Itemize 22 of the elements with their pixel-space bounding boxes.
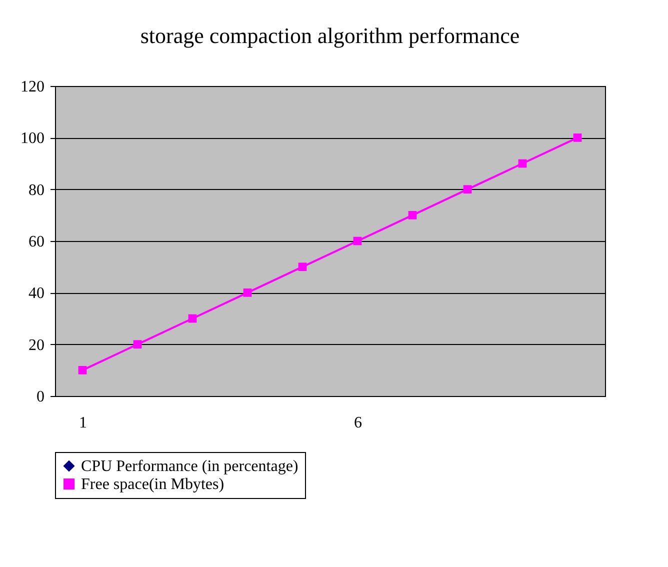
point bbox=[243, 288, 252, 297]
x-tick-label: 6 bbox=[354, 414, 362, 432]
y-tick-label: 60 bbox=[28, 234, 44, 250]
point bbox=[408, 210, 417, 220]
point bbox=[518, 159, 527, 168]
y-tick-label: 100 bbox=[20, 130, 44, 148]
y-tick-label: 0 bbox=[36, 388, 44, 406]
legend-label: CPU Performance (in percentage) bbox=[81, 458, 298, 475]
point bbox=[463, 185, 472, 194]
legend-label: Free space(in Mbytes) bbox=[81, 476, 224, 493]
point bbox=[78, 366, 87, 374]
y-tick-label: 80 bbox=[28, 182, 44, 199]
x-tick-label: 1 bbox=[79, 414, 87, 432]
y-tick-label: 40 bbox=[28, 285, 44, 302]
chart-title: storage compaction algorithm performance bbox=[140, 23, 520, 48]
point bbox=[188, 314, 197, 323]
point bbox=[353, 236, 362, 246]
point bbox=[298, 262, 307, 272]
point bbox=[573, 133, 582, 142]
y-tick-label: 120 bbox=[20, 78, 44, 96]
y-tick-label: 20 bbox=[28, 336, 44, 354]
point bbox=[133, 340, 142, 349]
